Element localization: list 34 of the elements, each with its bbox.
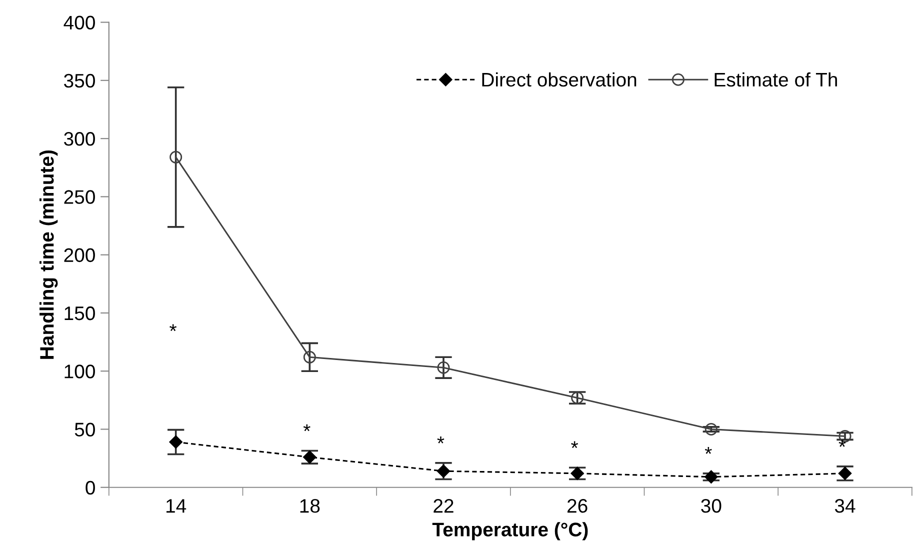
x-tick-label: 22 — [434, 499, 454, 513]
point — [570, 466, 584, 480]
annotation: * — [704, 447, 712, 454]
x-tick-label: 34 — [834, 499, 856, 513]
point — [169, 435, 182, 449]
y-axis-title: Handling time (minute) — [40, 150, 58, 359]
y-tick-label: 0 — [86, 480, 95, 495]
point — [303, 450, 316, 464]
x-tick-label: 26 — [568, 499, 588, 513]
y-tick-label: 400 — [64, 16, 95, 30]
annotation: * — [437, 436, 444, 444]
legend-label: Direct observation — [482, 72, 636, 87]
x-tick-label: 30 — [701, 499, 722, 513]
point — [170, 150, 182, 164]
y-tick-label: 250 — [64, 190, 95, 204]
x-tick-label: 18 — [300, 499, 320, 513]
y-tick-label: 100 — [64, 364, 95, 378]
y-tick-label: 50 — [74, 422, 95, 436]
annotation: * — [303, 424, 310, 432]
x-tick-label: 14 — [166, 499, 186, 513]
point — [437, 361, 450, 374]
y-tick-label: 350 — [64, 74, 95, 88]
x-axis-title: Temperature (°C) — [432, 522, 588, 540]
legend-label: Estimate of Th — [714, 72, 837, 87]
y-tick-label: 300 — [64, 132, 95, 146]
y-tick-label: 150 — [64, 306, 95, 320]
point — [704, 470, 718, 484]
point — [704, 422, 718, 436]
y-tick-label: 200 — [64, 248, 95, 262]
point — [303, 350, 316, 364]
annotation: * — [571, 441, 578, 448]
point — [571, 392, 584, 404]
annotation: * — [838, 440, 846, 447]
annotation: * — [170, 324, 177, 332]
